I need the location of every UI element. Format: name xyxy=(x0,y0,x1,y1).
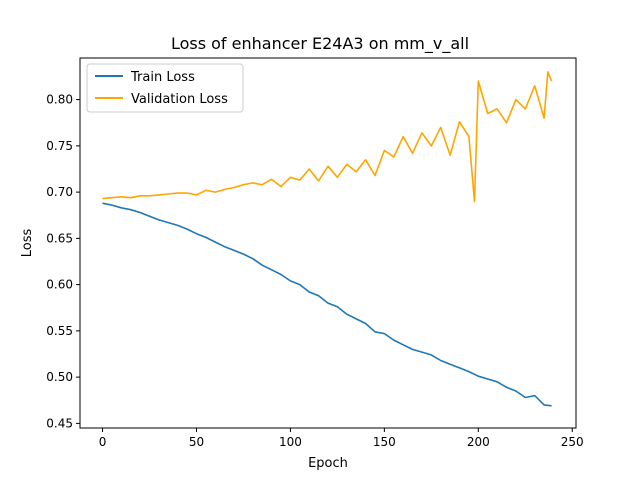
legend-label-validation-loss: Validation Loss xyxy=(131,92,228,107)
x-axis: 0 50 100 150 200 250 xyxy=(99,428,584,449)
plot-area: 0 50 100 150 200 250 0.45 0.50 0.55 0.60 0.65 0.70… xyxy=(46,57,584,449)
y-tick-label: 0.80 xyxy=(46,93,73,107)
legend-box xyxy=(86,63,244,113)
legend: Train Loss Validation Loss xyxy=(86,63,244,113)
chart-title: Loss of enhancer E24A3 on mm_v_all xyxy=(171,34,469,54)
y-axis-label: Loss xyxy=(20,229,35,258)
x-tick-label: 150 xyxy=(373,435,396,449)
y-tick-label: 0.45 xyxy=(46,416,73,430)
y-tick-label: 0.55 xyxy=(46,324,73,338)
x-tick-label: 100 xyxy=(279,435,302,449)
series-lines xyxy=(102,71,553,407)
x-tick-label: 0 xyxy=(99,435,107,449)
x-axis-label: Epoch xyxy=(308,456,348,471)
y-tick-label: 0.70 xyxy=(46,185,73,199)
x-tick-label: 250 xyxy=(561,435,584,449)
y-axis: 0.45 0.50 0.55 0.60 0.65 0.70 0.75 0.80 xyxy=(46,93,80,430)
y-tick-label: 0.50 xyxy=(46,370,73,384)
x-tick-label: 200 xyxy=(467,435,490,449)
y-tick-label: 0.60 xyxy=(46,278,73,292)
series-line-validation-loss xyxy=(102,71,553,203)
y-tick-label: 0.65 xyxy=(46,231,73,245)
y-tick-label: 0.75 xyxy=(46,139,73,153)
x-tick-label: 50 xyxy=(189,435,204,449)
plot-frame xyxy=(79,57,577,429)
series-line-train-loss xyxy=(102,202,552,407)
legend-label-train-loss: Train Loss xyxy=(130,70,195,85)
